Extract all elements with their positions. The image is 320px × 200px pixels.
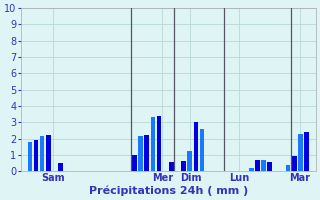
Bar [298,134,303,171]
Bar [304,132,309,171]
Bar [249,168,253,171]
Bar [200,129,204,171]
Bar [261,160,266,171]
Bar [34,140,38,171]
X-axis label: Précipitations 24h ( mm ): Précipitations 24h ( mm ) [89,185,248,196]
Bar [132,155,137,171]
Bar [286,165,291,171]
Bar [292,156,297,171]
Bar [28,142,32,171]
Bar [46,135,51,171]
Bar [169,162,173,171]
Bar [157,116,161,171]
Bar [150,117,155,171]
Bar [255,160,260,171]
Bar [181,161,186,171]
Bar [268,162,272,171]
Bar [188,151,192,171]
Bar [58,163,63,171]
Bar [138,136,143,171]
Bar [40,136,44,171]
Bar [144,135,149,171]
Bar [194,122,198,171]
